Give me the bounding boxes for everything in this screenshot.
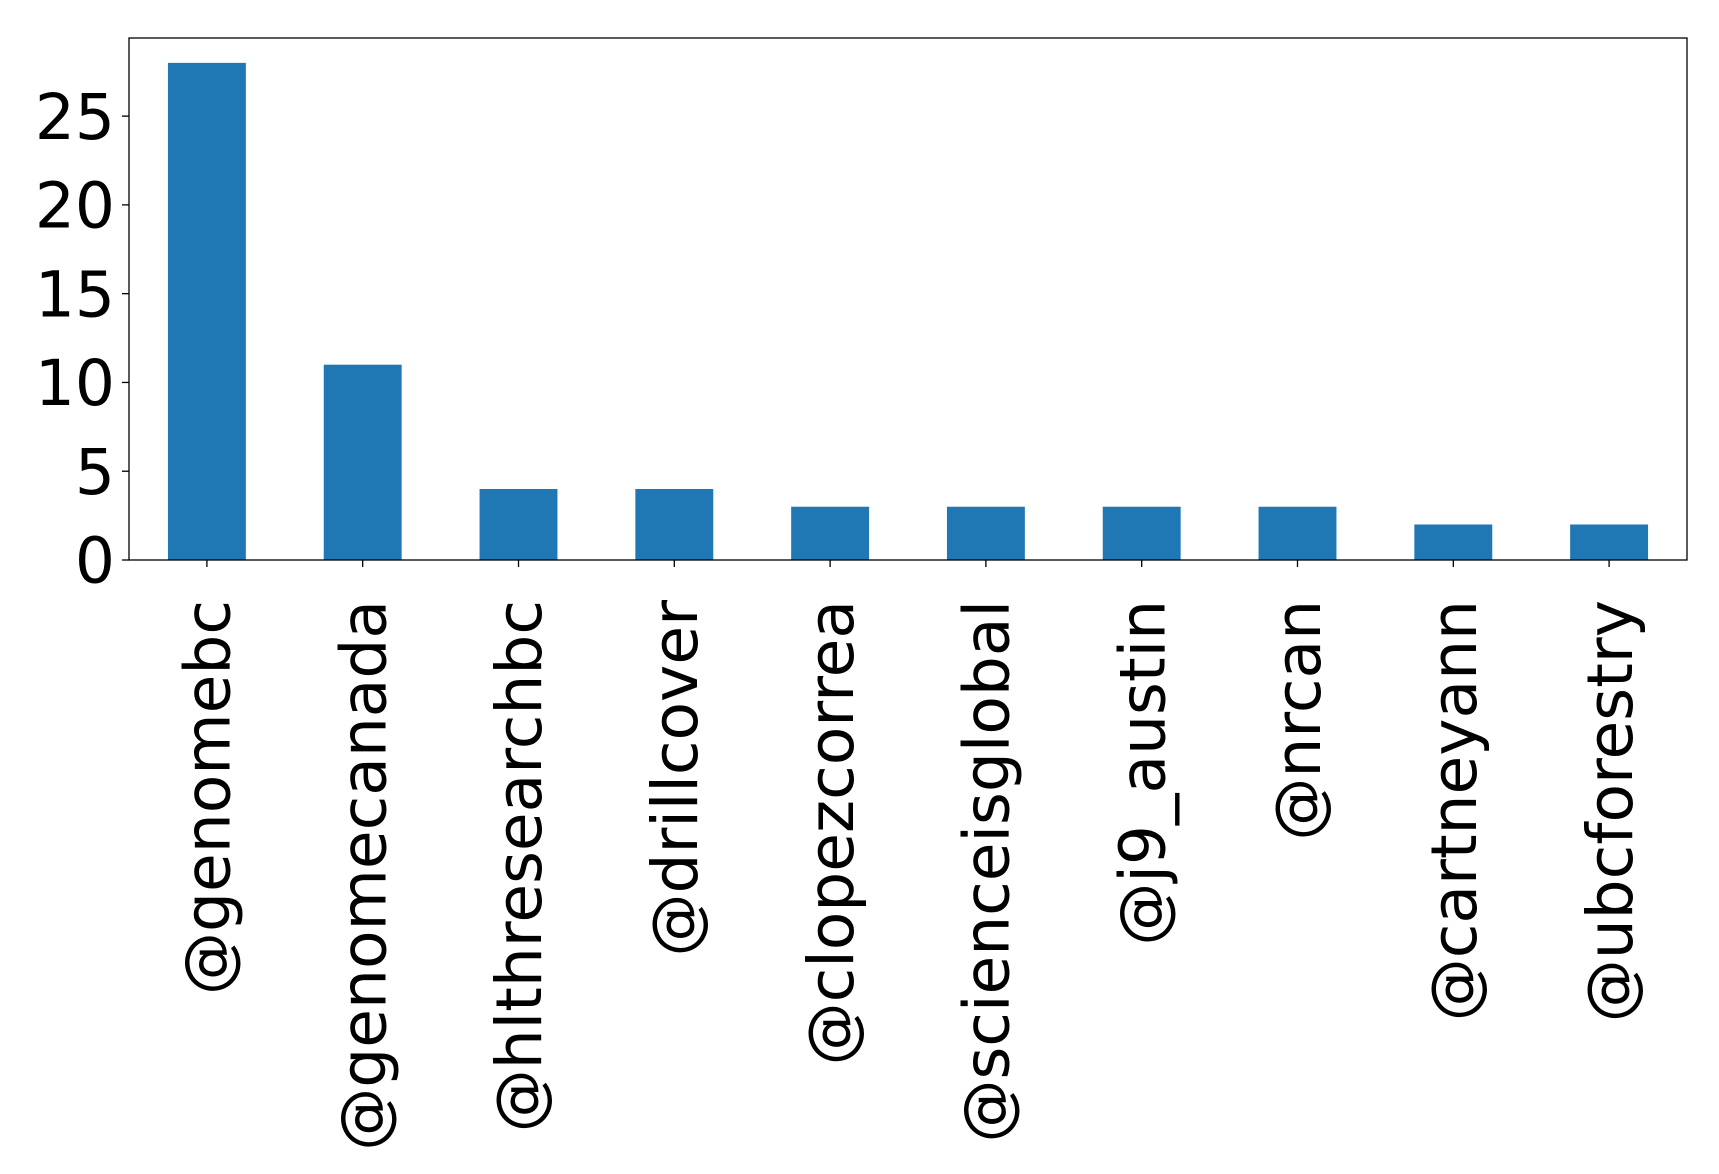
bar-ubcforestry	[1570, 524, 1649, 560]
bars-group	[167, 62, 1649, 560]
y-tick-label: 0	[75, 525, 115, 598]
y-tick-label: 25	[35, 81, 115, 154]
bar-clopezcorrea	[791, 506, 870, 560]
bar-hlthresearchbc	[479, 488, 558, 560]
x-tick-label: @drillcover	[639, 600, 712, 957]
x-tick-label: @cartneyann	[1418, 600, 1491, 1021]
bar-cartneyann	[1414, 524, 1493, 560]
bar-j9_austin	[1102, 506, 1181, 560]
y-tick-label: 15	[35, 258, 115, 331]
bar-genomebc	[167, 62, 246, 560]
x-tick-label: @nrcan	[1262, 600, 1335, 841]
y-tick-label: 20	[35, 170, 115, 243]
bar-genomecanada	[323, 364, 402, 560]
y-axis: 0 5 10 15 20 25	[35, 81, 129, 598]
x-tick-label: @hlthresearchbc	[483, 600, 556, 1132]
bar-drillcover	[635, 488, 714, 560]
bar-nrcan	[1258, 506, 1337, 560]
bar-scienceisglobal	[946, 506, 1025, 560]
x-tick-label: @j9_austin	[1106, 600, 1179, 946]
y-tick-label: 5	[75, 436, 115, 509]
x-tick-label: @ubcforestry	[1574, 600, 1647, 1022]
y-tick-label: 10	[35, 347, 115, 420]
x-tick-label: @clopezcorrea	[795, 600, 868, 1065]
x-tick-label: @genomebc	[172, 600, 245, 995]
x-tick-label: @scienceisglobal	[951, 600, 1024, 1143]
x-axis: @genomebc @genomecanada @hlthresearchbc @dr…	[172, 560, 1647, 1151]
x-tick-label: @genomecanada	[327, 600, 400, 1151]
plot-frame	[128, 37, 1688, 561]
